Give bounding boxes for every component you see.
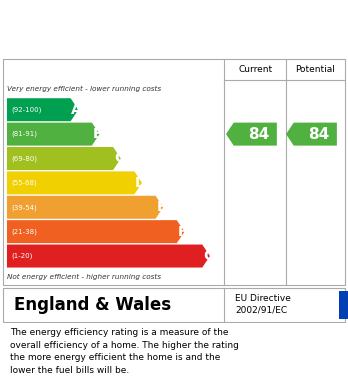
Polygon shape [7,171,142,194]
Polygon shape [7,196,163,219]
Polygon shape [226,123,277,145]
Text: 84: 84 [248,127,269,142]
Text: B: B [93,127,103,141]
Text: Very energy efficient - lower running costs: Very energy efficient - lower running co… [7,86,161,92]
Text: G: G [203,249,214,263]
Polygon shape [7,244,210,267]
Polygon shape [7,98,78,121]
Text: (55-68): (55-68) [11,179,37,186]
Polygon shape [7,220,184,243]
Text: (92-100): (92-100) [11,106,41,113]
Text: E: E [156,200,166,214]
Text: England & Wales: England & Wales [14,296,171,314]
Text: F: F [177,225,187,239]
Polygon shape [286,123,337,145]
Text: A: A [71,103,82,117]
Text: The energy efficiency rating is a measure of the
overall efficiency of a home. T: The energy efficiency rating is a measur… [10,328,239,375]
Text: (1-20): (1-20) [11,253,32,259]
Bar [339,291,348,319]
Text: 84: 84 [308,127,330,142]
Text: D: D [135,176,147,190]
Text: C: C [114,151,124,165]
Text: EU Directive
2002/91/EC: EU Directive 2002/91/EC [235,294,291,315]
Text: Not energy efficient - higher running costs: Not energy efficient - higher running co… [7,274,161,280]
Text: Current: Current [238,65,272,74]
Polygon shape [7,123,100,145]
Text: Energy Efficiency Rating: Energy Efficiency Rating [10,35,221,50]
Text: (21-38): (21-38) [11,228,37,235]
Text: (81-91): (81-91) [11,131,37,137]
Polygon shape [7,147,121,170]
Text: Potential: Potential [295,65,335,74]
Text: (69-80): (69-80) [11,155,37,162]
Text: (39-54): (39-54) [11,204,37,210]
